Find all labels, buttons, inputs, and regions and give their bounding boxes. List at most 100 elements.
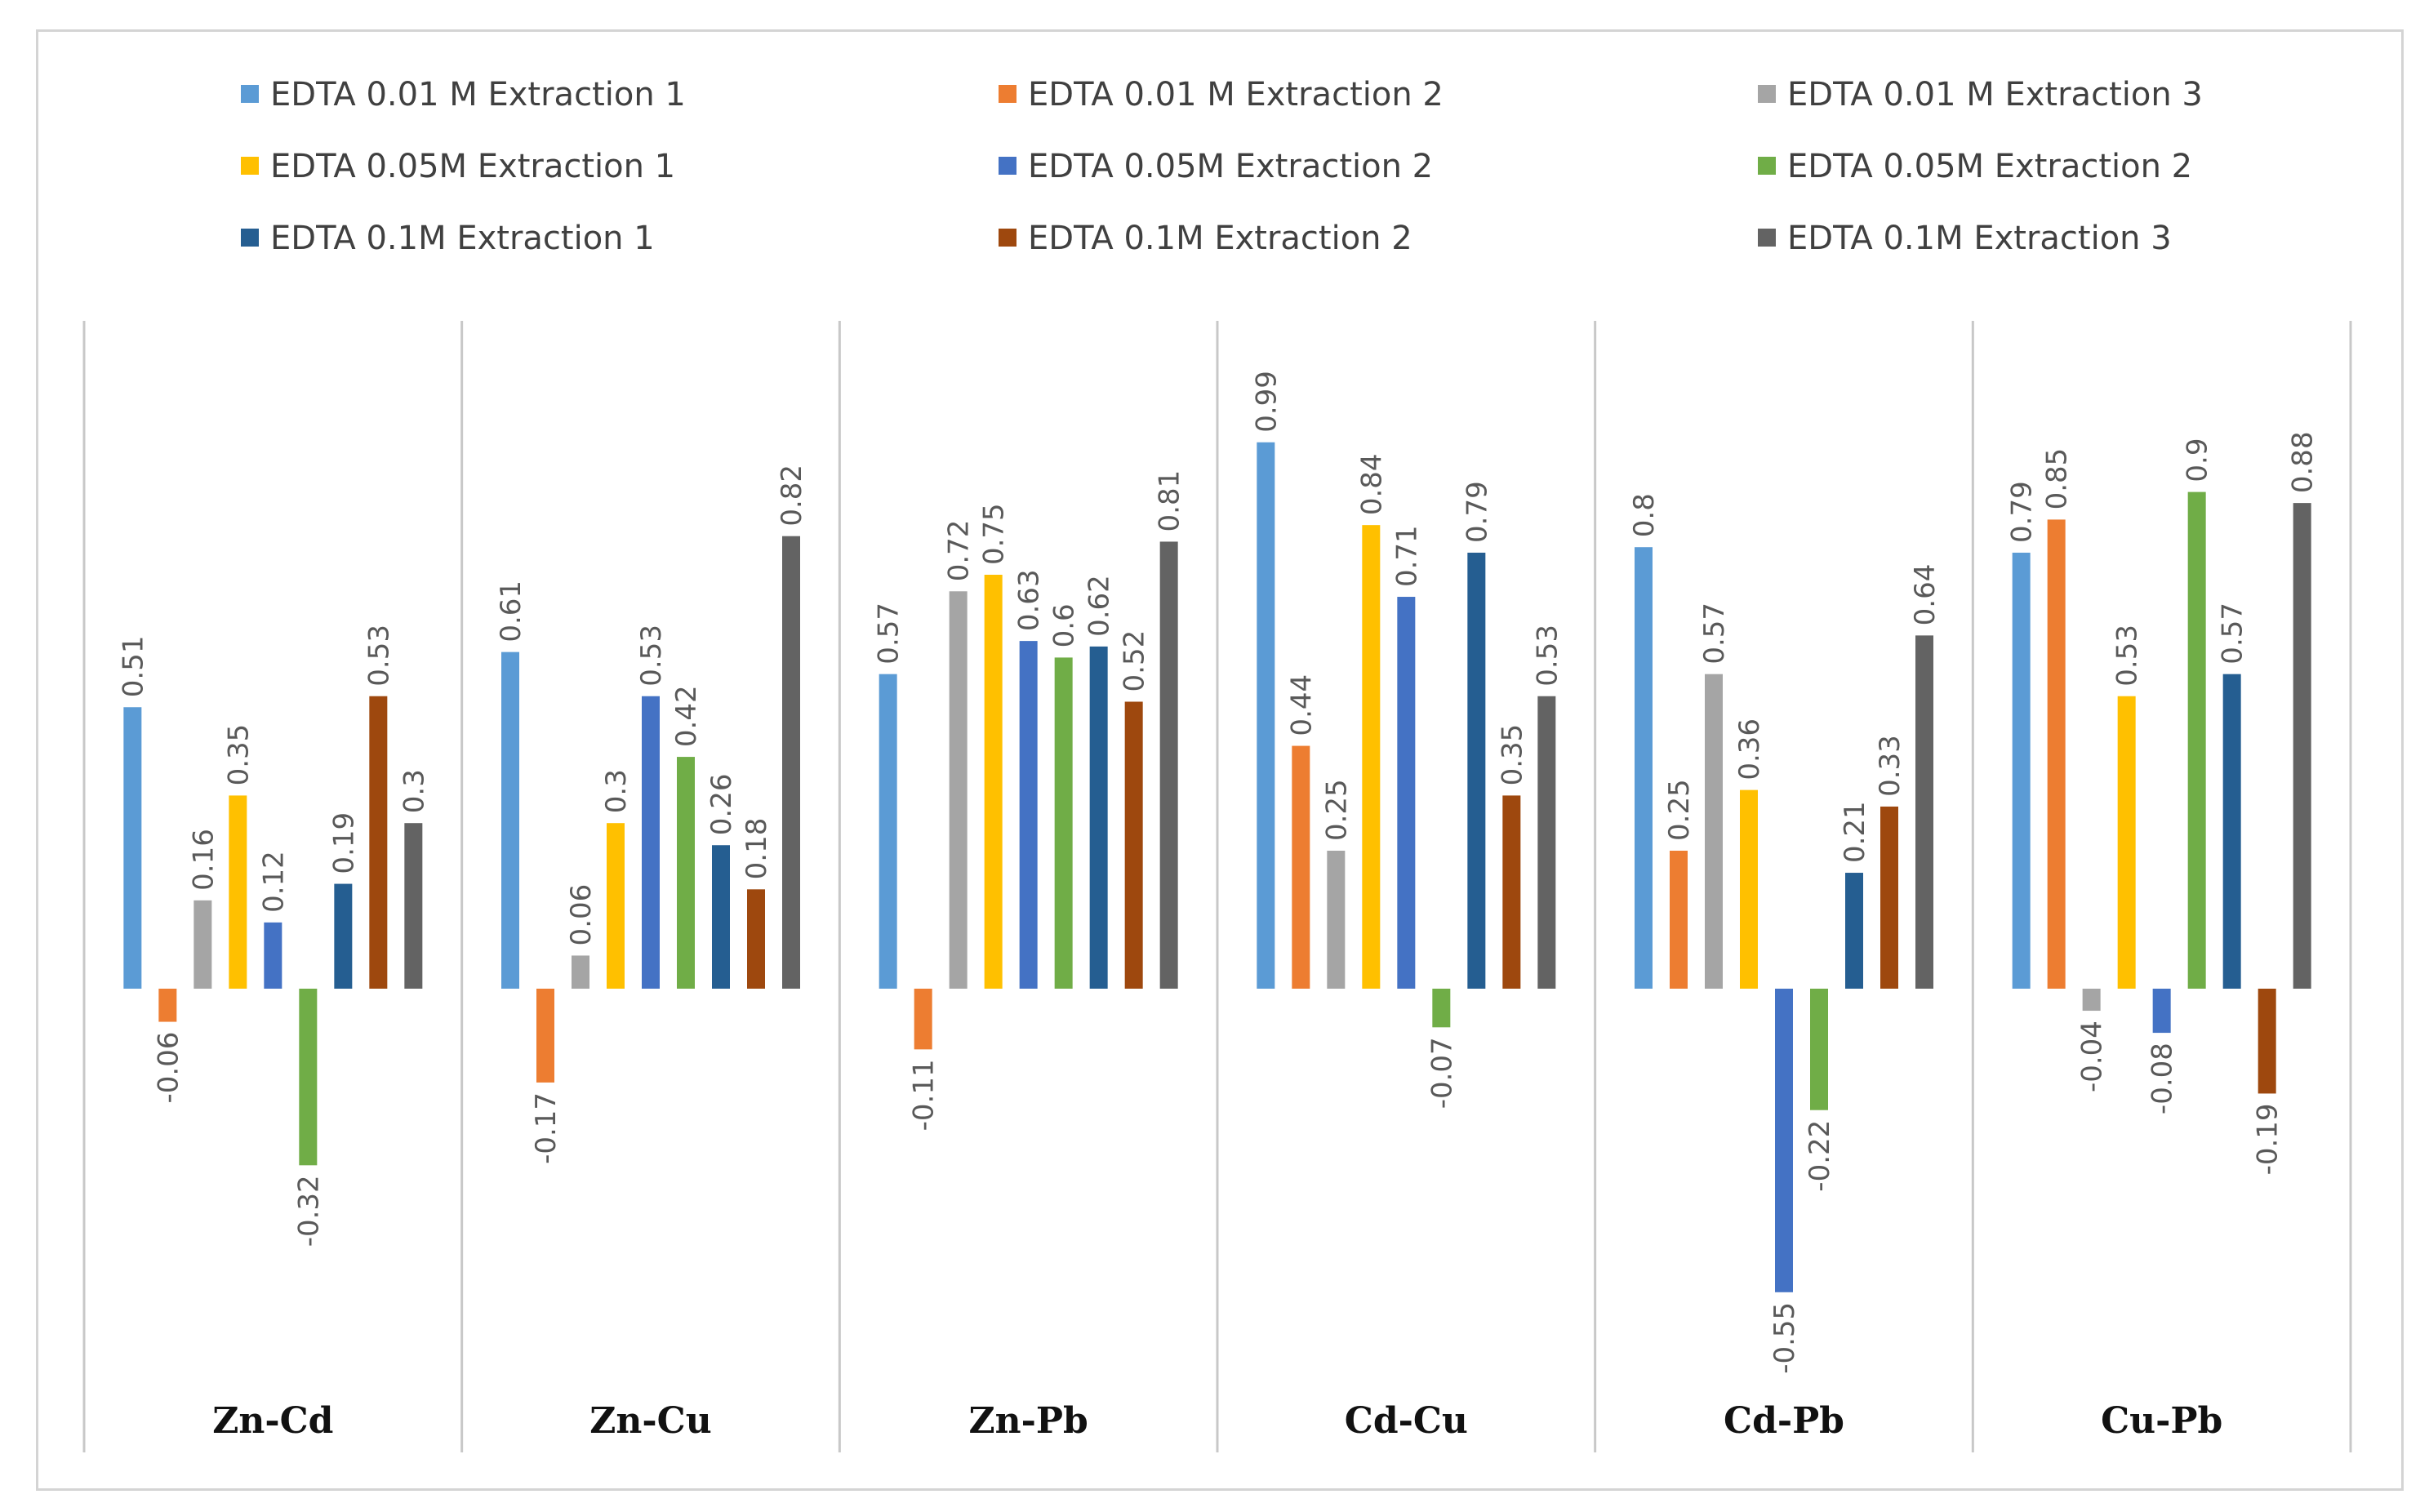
bar	[1467, 552, 1486, 989]
bar	[1089, 646, 1108, 989]
data-label: 0.36	[1733, 718, 1766, 780]
data-label: 0.26	[705, 774, 738, 836]
bar	[1432, 989, 1451, 1028]
category-label: Cd-Cu	[1345, 1400, 1468, 1442]
data-label: -0.19	[2252, 1103, 2284, 1175]
legend-label: EDTA 0.01 M Extraction 1	[270, 76, 686, 113]
data-label: 0.35	[1496, 724, 1528, 786]
legend-swatch	[1758, 85, 1776, 103]
bars	[123, 442, 2311, 1292]
data-label: -0.08	[2146, 1043, 2179, 1114]
bar	[677, 757, 695, 989]
legend-label: EDTA 0.01 M Extraction 2	[1028, 76, 1444, 113]
data-label: 0.12	[257, 851, 290, 913]
bar	[1159, 541, 1178, 989]
data-label: 0.42	[670, 685, 703, 747]
legend-swatch	[1758, 229, 1776, 247]
bar	[1397, 597, 1416, 989]
data-label: 0.88	[2287, 431, 2320, 493]
legend-item: EDTA 0.1M Extraction 1	[241, 220, 655, 257]
bar	[2187, 491, 2206, 989]
data-label: 0.71	[1390, 525, 1423, 587]
legend-label: EDTA 0.1M Extraction 3	[1787, 220, 2172, 257]
legend-swatch	[241, 229, 259, 247]
data-label: 0.63	[1013, 569, 1046, 631]
bar	[747, 889, 765, 989]
legend-swatch	[999, 85, 1016, 103]
bar	[1362, 525, 1381, 989]
bar	[1257, 442, 1275, 989]
legend-swatch	[1758, 157, 1776, 175]
data-label: -0.32	[292, 1175, 325, 1247]
data-label: 0.16	[187, 829, 220, 891]
bar	[607, 823, 625, 989]
data-label: 0.84	[1355, 453, 1388, 515]
legend-item: EDTA 0.05M Extraction 1	[241, 148, 675, 185]
category-labels: Zn-Cd Zn-Cu Zn-Pb Cd-Cu Cd-Pb Cu-Pb	[212, 1400, 2222, 1442]
category-label: Cd-Pb	[1724, 1400, 1844, 1442]
bar	[2117, 696, 2136, 989]
legend-item: EDTA 0.01 M Extraction 3	[1758, 76, 2203, 113]
legend-item: EDTA 0.1M Extraction 2	[999, 220, 1412, 257]
data-label: 0.53	[1531, 625, 1564, 687]
legend-label: EDTA 0.05M Extraction 1	[270, 148, 675, 185]
bar	[984, 575, 1003, 989]
bar	[299, 989, 318, 1166]
data-label: -0.22	[1804, 1120, 1836, 1192]
data-label: 0.99	[1250, 371, 1283, 433]
bar	[642, 696, 660, 989]
data-label: 0.64	[1909, 564, 1942, 626]
data-label: -0.06	[152, 1032, 185, 1104]
bar	[1880, 806, 1898, 989]
data-label: 0.25	[1320, 779, 1353, 841]
bar	[2293, 503, 2311, 989]
bar	[2082, 989, 2101, 1012]
data-label: 0.62	[1083, 575, 1116, 637]
legend-item: EDTA 0.1M Extraction 3	[1758, 220, 2172, 257]
bar	[1124, 701, 1143, 989]
category-label: Cu-Pb	[2101, 1400, 2222, 1442]
legend-label: EDTA 0.01 M Extraction 3	[1787, 76, 2203, 113]
data-label: 0.9	[2182, 438, 2214, 483]
data-label: 0.61	[495, 580, 527, 643]
data-label: 0.85	[2041, 448, 2074, 510]
bar	[2047, 519, 2066, 989]
bar	[1915, 635, 1933, 989]
data-label: 0.06	[565, 884, 598, 946]
bar	[1775, 989, 1793, 1292]
data-label: 0.19	[327, 812, 360, 874]
data-label: 0.53	[635, 625, 668, 687]
bar	[123, 707, 142, 989]
bar	[536, 989, 554, 1083]
bar	[1537, 696, 1556, 989]
data-label: -0.17	[530, 1092, 563, 1164]
bar	[572, 955, 589, 989]
data-label: 0.81	[1154, 470, 1186, 532]
data-label: 0.18	[741, 818, 773, 880]
legend-item: EDTA 0.05M Extraction 2	[999, 148, 1433, 185]
bar	[2012, 552, 2031, 989]
bar	[2152, 989, 2171, 1034]
bar	[782, 536, 800, 989]
bar	[712, 845, 730, 989]
data-label: 0.44	[1285, 674, 1318, 736]
legend-item: EDTA 0.01 M Extraction 2	[999, 76, 1444, 113]
legend-swatch	[241, 157, 259, 175]
legend: EDTA 0.01 M Extraction 1 EDTA 0.01 M Extr…	[241, 76, 2203, 257]
data-label: 0.72	[943, 520, 976, 582]
bar	[404, 823, 423, 989]
bar	[2258, 989, 2276, 1094]
data-label: 0.53	[363, 625, 395, 687]
legend-swatch	[999, 229, 1016, 247]
data-label: 0.21	[1839, 801, 1871, 863]
data-label: 0.57	[873, 603, 905, 665]
bar	[1635, 547, 1653, 989]
data-label: 0.82	[776, 465, 808, 527]
data-label: 0.8	[1628, 493, 1661, 537]
bar	[229, 795, 247, 989]
legend-swatch	[999, 157, 1016, 175]
bar	[501, 651, 519, 989]
bar	[1292, 745, 1310, 989]
bar	[194, 900, 212, 989]
data-label: 0.53	[2111, 625, 2144, 687]
